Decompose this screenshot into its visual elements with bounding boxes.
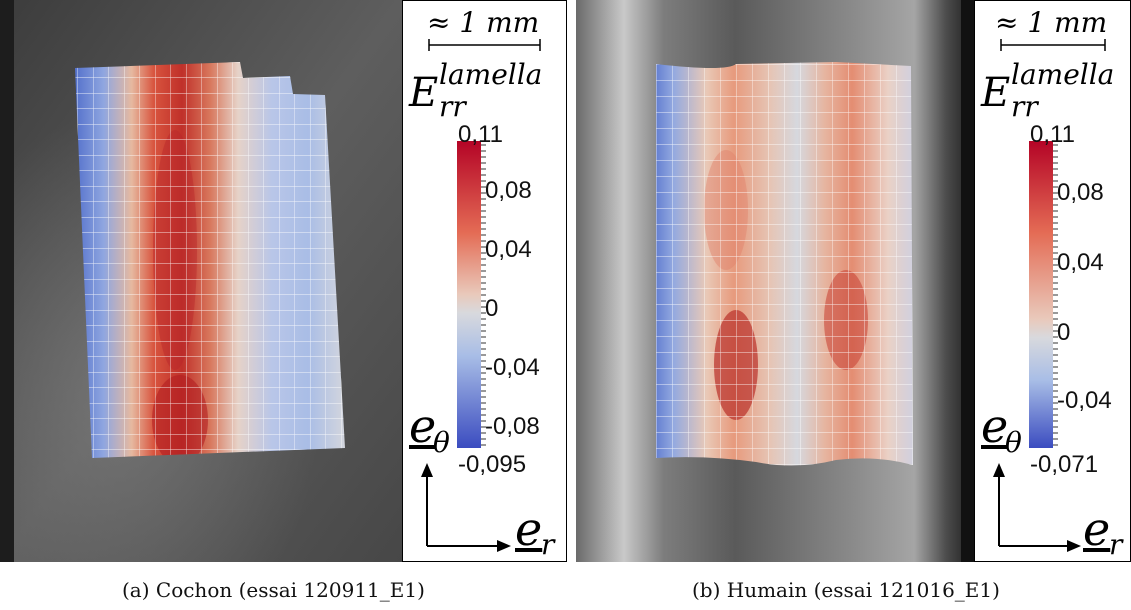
variable-subscript-a: rr: [439, 90, 466, 123]
colorbar-tick-label-b-2: 0,04: [1057, 249, 1104, 276]
axis-r-symbol-a: e: [515, 502, 543, 556]
colorbar-tick-label-a-1: 0,08: [485, 177, 532, 204]
axis-theta-subscript-b: θ: [1005, 426, 1022, 459]
panel-b: ≈ 1 mm E lamella rr 0,11 0,08 0,04 0 -0,…: [576, 0, 1131, 562]
variable-superscript-a: lamella: [439, 58, 543, 91]
colorbar-b: [1029, 141, 1053, 448]
colorbar-max-label-b: 0,11: [1030, 121, 1075, 148]
colorbar-tick-label-a-3: 0: [485, 295, 499, 322]
legend-panel-b: ≈ 1 mm E lamella rr 0,11 0,08 0,04 0 -0,…: [974, 0, 1131, 562]
colorbar-tick-label-b-3: 0: [1057, 319, 1071, 346]
colorbar-a: [457, 141, 481, 448]
photo-human-sample: [576, 0, 974, 562]
panel-a: ≈ 1 mm E lamella rr 0,11 0,08 0,04 0 -0,…: [0, 0, 567, 562]
axis-theta-symbol-a: e: [409, 399, 437, 453]
axis-r-symbol-b: e: [1083, 502, 1111, 556]
variable-subscript-b: rr: [1011, 90, 1038, 123]
scale-label-b: ≈ 1 mm: [995, 6, 1108, 39]
variable-superscript-b: lamella: [1011, 58, 1115, 91]
strain-map-pig: [0, 0, 402, 562]
colorbar-tick-label-b-1: 0,08: [1057, 179, 1104, 206]
axis-r-subscript-b: r: [1109, 528, 1123, 561]
variable-symbol-b: E: [981, 70, 1011, 116]
colorbar-tick-label-a-4: -0,04: [485, 354, 540, 381]
colorbar-max-label-a: 0,11: [458, 121, 503, 148]
colorbar-tick-label-a-2: 0,04: [485, 236, 532, 263]
axis-theta-subscript-a: θ: [433, 426, 450, 459]
caption-a: (a) Cochon (essai 120911_E1): [122, 578, 425, 602]
strain-map-human: [576, 0, 974, 562]
colorbar-min-label-a: -0,095: [458, 451, 527, 478]
colorbar-min-label-b: -0,071: [1030, 451, 1099, 478]
caption-b: (b) Humain (essai 121016_E1): [692, 578, 1000, 602]
legend-graphics-a: [421, 39, 541, 552]
legend-graphics-b: [993, 39, 1106, 552]
photo-pig-sample: [0, 0, 402, 562]
variable-symbol-a: E: [409, 70, 439, 116]
scale-label-a: ≈ 1 mm: [427, 6, 540, 39]
legend-panel-a: ≈ 1 mm E lamella rr 0,11 0,08 0,04 0 -0,…: [402, 0, 567, 562]
axis-theta-symbol-b: e: [981, 399, 1009, 453]
colorbar-tick-label-b-4: -0,04: [1057, 387, 1112, 414]
axis-r-subscript-a: r: [541, 528, 555, 561]
colorbar-tick-label-a-5: -0,08: [485, 413, 540, 440]
